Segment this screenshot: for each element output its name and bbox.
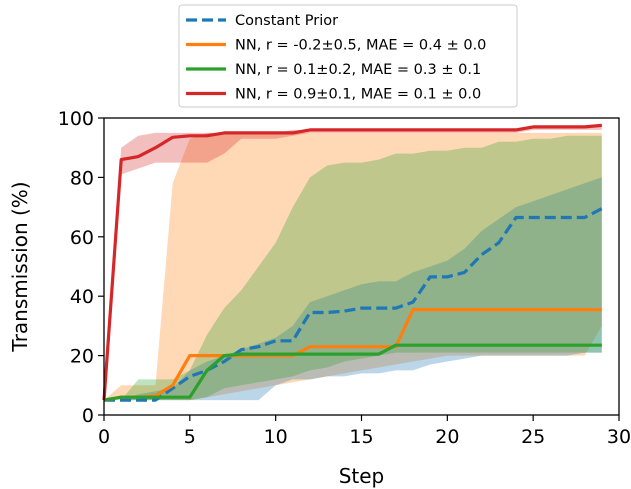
- nn-red-line: [102, 123, 602, 401]
- legend: Constant Prior NN, r = -0.2±0.5, MAE = 0.…: [178, 4, 518, 108]
- y-axis-title: Transmission (%): [8, 181, 32, 352]
- x-axis-ticks: 0 5 10 15 20 25 30: [98, 415, 631, 448]
- nn-orange-band: [104, 132, 602, 401]
- legend-frame: [178, 4, 518, 108]
- x-tick-label: 0: [98, 426, 110, 448]
- constant-prior-line: [104, 207, 603, 402]
- legend-label-constant-prior: Constant Prior: [235, 13, 338, 29]
- legend-label-nn-red: NN, r = 0.9±0.1, MAE = 0.1 ± 0.0: [235, 87, 481, 103]
- confidence-bands: [104, 123, 602, 401]
- x-tick-label: 20: [435, 426, 459, 448]
- legend-label-nn-green: NN, r = 0.1±0.2, MAE = 0.3 ± 0.1: [235, 62, 481, 78]
- y-tick-label: 20: [70, 346, 94, 368]
- nn-green-line: [103, 343, 602, 402]
- nn-red-band: [104, 123, 602, 401]
- y-tick-label: 60: [70, 227, 94, 249]
- x-tick-label: 10: [264, 426, 288, 448]
- x-axis-title: Step: [339, 464, 385, 488]
- y-tick-label: 100: [58, 108, 94, 130]
- series-lines: [102, 123, 603, 402]
- x-tick-label: 5: [184, 426, 196, 448]
- x-tick-label: 30: [607, 426, 631, 448]
- legend-entries: Constant Prior NN, r = -0.2±0.5, MAE = 0.…: [186, 13, 486, 103]
- nn-orange-line: [103, 308, 602, 402]
- y-tick-label: 0: [82, 405, 94, 427]
- x-tick-label: 15: [349, 426, 373, 448]
- nn-green-band: [104, 135, 602, 401]
- legend-label-nn-orange: NN, r = -0.2±0.5, MAE = 0.4 ± 0.0: [235, 38, 486, 54]
- y-tick-label: 80: [70, 167, 94, 189]
- y-tick-label: 40: [70, 286, 94, 308]
- y-axis-ticks: 0 20 40 60 80 100: [58, 108, 104, 427]
- x-tick-label: 25: [521, 426, 545, 448]
